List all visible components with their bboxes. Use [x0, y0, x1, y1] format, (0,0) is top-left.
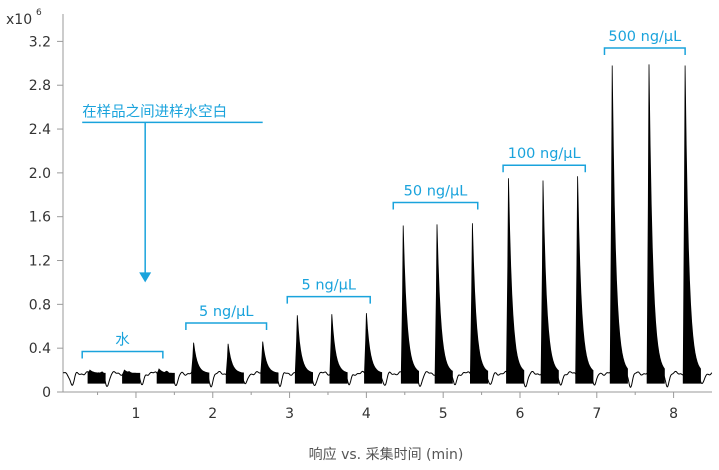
chromatogram-peak [575, 176, 594, 384]
chromatogram-peak [400, 225, 419, 384]
annotation-label: 50 ng/μL [404, 183, 468, 199]
chromatogram-peak [470, 223, 489, 384]
x-axis-title: 响应 vs. 采集时间 (min) [309, 446, 464, 463]
chromatogram-peak [540, 180, 559, 384]
x-tick-label: 5 [439, 406, 448, 422]
y-tick-label: 2.4 [29, 122, 51, 138]
chromatogram-peak [506, 178, 525, 384]
x-tick-label: 4 [362, 406, 371, 422]
chromatogram-peak [156, 368, 175, 384]
chromatogram-peak [682, 65, 701, 384]
y-axis-scale-exponent: 6 [36, 8, 42, 18]
annotation-bracket [603, 47, 686, 55]
annotation-bracket [286, 295, 371, 304]
x-tick-label: 2 [208, 406, 217, 422]
annotation-label: 5 ng/μL [302, 278, 356, 294]
x-tick-label: 8 [669, 406, 678, 422]
y-tick-label: 0.4 [29, 341, 51, 357]
chromatogram-peak [87, 369, 106, 384]
y-tick-label: 0.8 [29, 297, 51, 313]
chromatogram-peak [434, 224, 453, 384]
annotation-arrow-head [139, 272, 152, 283]
y-tick-label: 1.2 [29, 254, 51, 270]
annotation-bracket [502, 164, 587, 173]
annotation-label: 100 ng/μL [508, 146, 581, 162]
annotation-bracket [392, 201, 479, 210]
annotation-label: 在样品之间进样水空白 [82, 103, 227, 120]
annotation-label: 水 [115, 331, 130, 348]
y-tick-label: 0 [42, 385, 51, 401]
chromatogram-peak [122, 369, 141, 384]
x-tick-label: 3 [285, 406, 294, 422]
chromatogram-peak [609, 65, 628, 384]
annotation-bracket [81, 350, 164, 359]
x-tick-label: 7 [592, 406, 601, 422]
y-tick-label: 3.2 [29, 34, 51, 50]
chromatogram-peak [294, 315, 313, 384]
y-tick-label: 2.8 [29, 78, 51, 94]
chromatogram-peak [646, 64, 665, 384]
annotation-label: 5 ng/μL [199, 304, 253, 320]
x-tick-label: 6 [516, 406, 525, 422]
annotation-bracket [185, 322, 268, 330]
x-tick-label: 1 [132, 406, 141, 422]
chromatogram-peak [364, 313, 383, 384]
chromatogram-peak [191, 342, 210, 384]
y-axis-scale-label: x10 [6, 12, 32, 28]
y-tick-label: 2.0 [29, 166, 51, 182]
signal-trace [63, 64, 713, 388]
y-tick-label: 1.6 [29, 210, 51, 226]
chromatogram-peak [329, 314, 348, 384]
annotation-label: 500 ng/μL [608, 29, 681, 45]
chromatogram-peak [225, 343, 244, 384]
axes: 0 0.4 0.8 1.2 1.6 2.0 2.4 2.8 3.2 1 2 3 4 5 6 7 8 [29, 14, 712, 422]
chromatogram-peak [260, 341, 279, 384]
